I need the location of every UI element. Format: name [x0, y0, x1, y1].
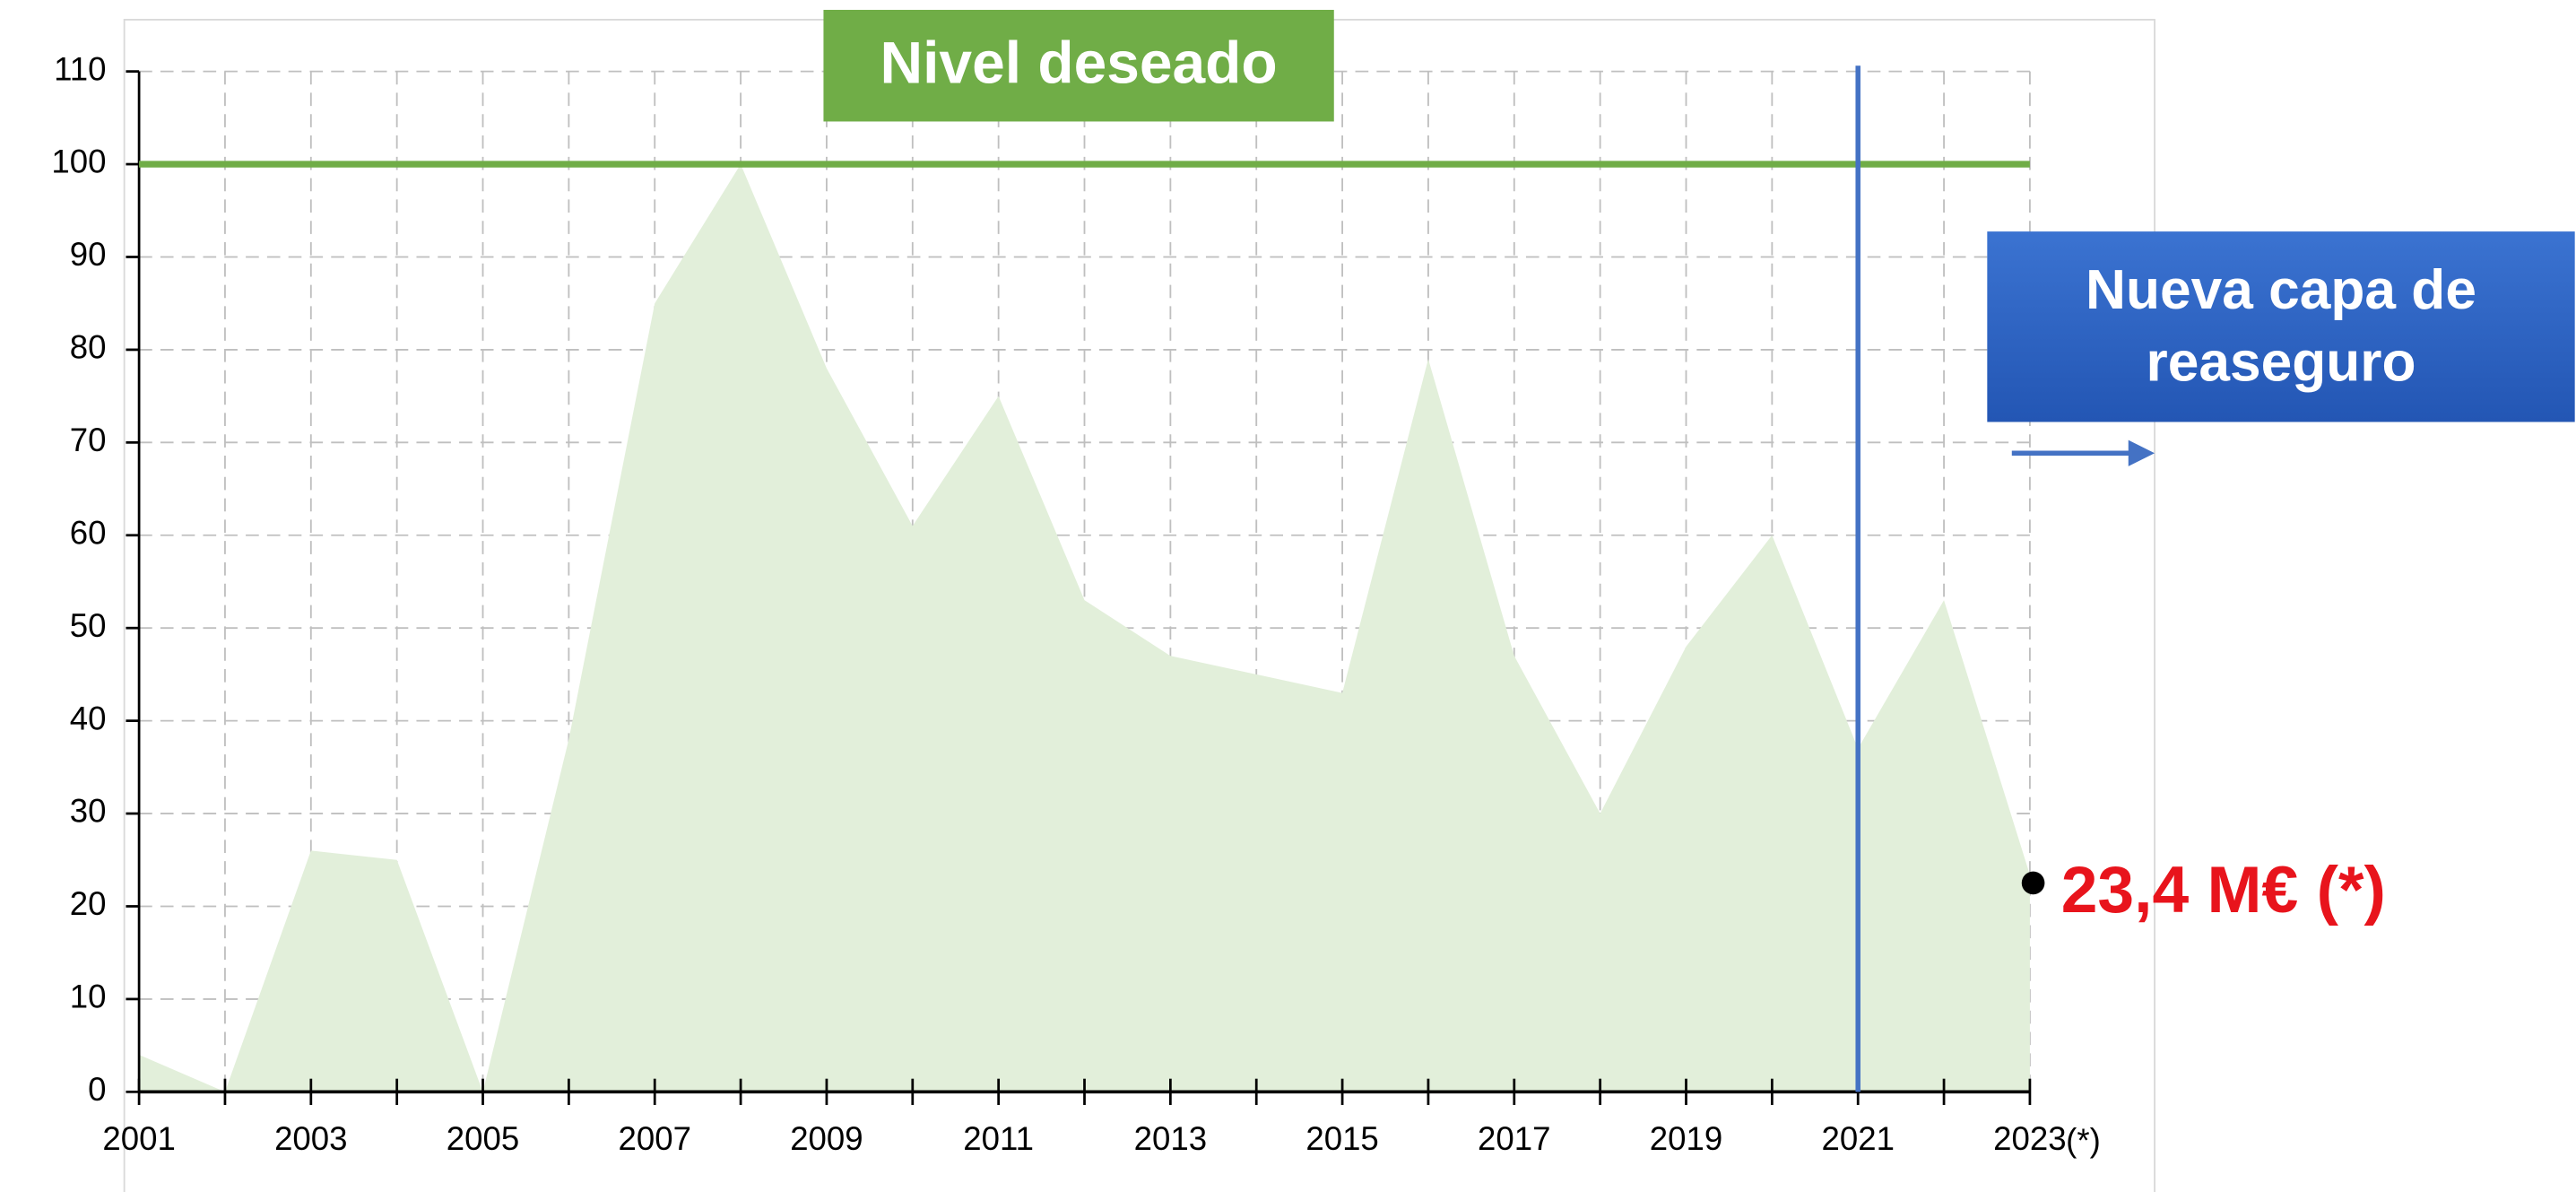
- y-tick-label: 20: [70, 885, 107, 922]
- x-tick-label: 2015: [1305, 1120, 1378, 1157]
- y-tick-label: 90: [70, 236, 107, 273]
- y-tick-label: 100: [51, 144, 106, 180]
- area: [139, 164, 2030, 1092]
- y-tick-label: 50: [70, 607, 107, 644]
- y-tick-label: 30: [70, 793, 107, 830]
- target-label-box: [823, 9, 1334, 122]
- x-tick-label: 2017: [1478, 1120, 1550, 1157]
- target-label: Nivel deseado: [880, 29, 1278, 95]
- x-tick-label: 2019: [1650, 1120, 1722, 1157]
- x-tick-label: 2001: [102, 1120, 175, 1157]
- last-point: [2021, 871, 2045, 895]
- y-tick-label: 70: [70, 422, 107, 458]
- y-tick-label: 10: [70, 979, 107, 1015]
- layer-label: Nueva capa de reaseguro: [2086, 258, 2476, 395]
- y-tick-label: 60: [70, 514, 107, 551]
- x-note: (*): [2066, 1122, 2101, 1159]
- y-tick-label: 0: [88, 1071, 106, 1108]
- x-tick-label: 2007: [619, 1120, 691, 1157]
- x-tick-label: 2005: [447, 1120, 519, 1157]
- y-tick-label: 40: [70, 700, 107, 736]
- y-tick-label: 80: [70, 329, 107, 366]
- x-tick-label: 2023: [1993, 1120, 2066, 1157]
- y-tick-label: 110: [54, 50, 106, 87]
- x-tick-label: 2009: [790, 1120, 863, 1157]
- layer-label-box: [1987, 231, 2575, 422]
- last-value-label: 23,4 M€ (*): [2061, 853, 2386, 927]
- x-tick-label: 2011: [963, 1120, 1034, 1157]
- layer-label-wrap: Nueva capa de reaseguro: [2086, 258, 2476, 395]
- x-tick-label: 2013: [1134, 1120, 1207, 1157]
- x-tick-label: 2003: [274, 1120, 347, 1157]
- x-tick-label: 2021: [1821, 1120, 1894, 1157]
- arrow-head: [2128, 439, 2155, 466]
